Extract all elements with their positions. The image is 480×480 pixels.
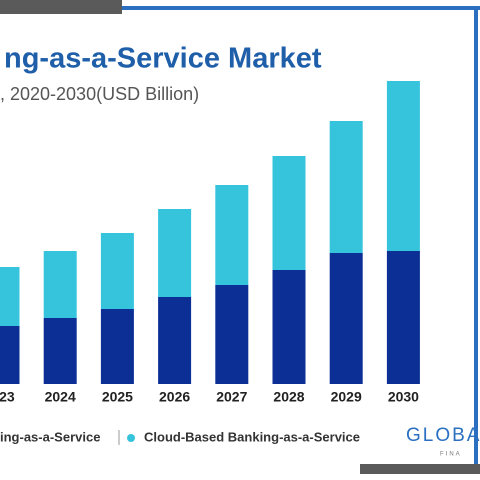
x-tick-label: 2024 <box>45 389 76 405</box>
bar-segment <box>43 318 77 384</box>
bar-segment <box>158 209 192 297</box>
bar-segment <box>100 233 134 309</box>
bar-segment <box>386 81 420 251</box>
top-strip <box>0 0 122 14</box>
bar-segment <box>329 253 363 384</box>
bar-segment <box>100 309 134 384</box>
bar-segment <box>386 251 420 384</box>
bar-segment <box>0 267 20 326</box>
bottom-strip <box>360 464 480 474</box>
legend-label: ing-as-a-Service <box>0 429 100 444</box>
logo-sub: FINA <box>440 452 462 458</box>
chart-subtitle: , 2020-2030(USD Billion) <box>0 84 199 104</box>
x-tick-label: 2029 <box>331 389 362 405</box>
bar-segment <box>43 251 77 318</box>
legend-label: Cloud-Based Banking-as-a-Service <box>144 429 360 444</box>
top-border <box>122 6 480 10</box>
chart-title: ng-as-a-Service Market <box>4 43 322 75</box>
bar-segment <box>215 285 249 384</box>
bar-segment <box>329 121 363 253</box>
right-border <box>474 6 478 466</box>
x-tick-label: 2030 <box>388 389 419 405</box>
bar-segment <box>0 326 20 384</box>
legend-marker <box>127 434 135 442</box>
x-tick-label: 023 <box>0 389 15 405</box>
bar-segment <box>272 156 306 270</box>
x-tick-label: 2026 <box>159 389 190 405</box>
x-tick-label: 2025 <box>102 389 133 405</box>
x-tick-label: 2027 <box>216 389 247 405</box>
logo: GLOBA <box>406 425 480 446</box>
x-tick-label: 2028 <box>273 389 304 405</box>
bar-segment <box>158 297 192 384</box>
bar-segment <box>272 270 306 384</box>
bar-segment <box>215 185 249 285</box>
